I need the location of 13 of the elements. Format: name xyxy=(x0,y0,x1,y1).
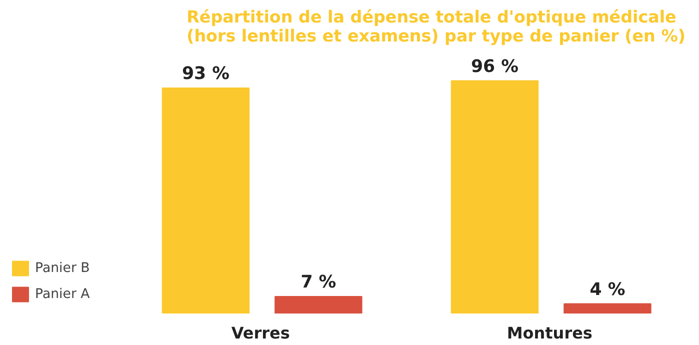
bar xyxy=(450,80,539,314)
legend-label: Panier B xyxy=(35,260,90,276)
data-label: 4 % xyxy=(590,280,626,300)
bar xyxy=(162,88,250,314)
bar xyxy=(274,296,362,314)
legend-label: Panier A xyxy=(35,286,90,302)
data-label: 93 % xyxy=(182,64,230,84)
data-label: 7 % xyxy=(300,272,336,293)
data-label: 96 % xyxy=(470,56,518,77)
bar xyxy=(564,303,652,314)
x-tick-label: Montures xyxy=(506,324,592,342)
x-tick-label: Verres xyxy=(231,324,290,342)
chart-title: Répartition de la dépense totale d'optique médicale (hors lentilles et examens) par type de panier (en %) xyxy=(186,8,686,46)
